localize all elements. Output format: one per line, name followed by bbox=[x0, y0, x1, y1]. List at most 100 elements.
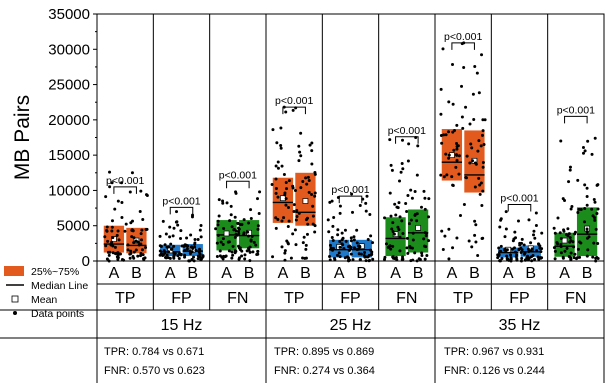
data-point bbox=[473, 65, 477, 69]
data-point bbox=[447, 100, 451, 104]
data-point bbox=[105, 257, 109, 261]
data-point bbox=[480, 133, 484, 137]
legend-mean-swatch bbox=[11, 295, 19, 303]
data-point bbox=[455, 153, 459, 157]
data-point bbox=[304, 247, 308, 251]
y-tick-label: 20000 bbox=[48, 112, 90, 129]
data-point bbox=[110, 225, 114, 229]
sub-label: B bbox=[131, 265, 142, 282]
data-point bbox=[366, 238, 370, 242]
data-point bbox=[240, 254, 244, 258]
data-point bbox=[221, 201, 225, 205]
data-point bbox=[291, 184, 295, 188]
data-point bbox=[423, 257, 427, 261]
data-point bbox=[461, 126, 465, 130]
data-point bbox=[216, 233, 220, 237]
data-point bbox=[585, 230, 589, 234]
data-point bbox=[370, 252, 374, 256]
stats-15hz: TPR: 0.784 vs 0.671 FNR: 0.570 vs 0.623 bbox=[104, 343, 269, 381]
data-point bbox=[471, 92, 475, 96]
data-point bbox=[556, 216, 560, 220]
significance-label: p<0.001 bbox=[219, 169, 257, 181]
data-point bbox=[352, 238, 356, 242]
legend: 25%~75% Median Line Mean Data points bbox=[4, 266, 88, 320]
data-point bbox=[306, 175, 310, 179]
data-point bbox=[592, 241, 596, 245]
data-point bbox=[532, 233, 536, 237]
data-point bbox=[331, 238, 335, 242]
data-point bbox=[400, 219, 404, 223]
data-point bbox=[116, 199, 120, 203]
data-point bbox=[191, 246, 195, 250]
data-point bbox=[179, 229, 183, 233]
data-point bbox=[460, 115, 464, 119]
data-point bbox=[440, 141, 444, 145]
data-point bbox=[293, 188, 297, 192]
data-point bbox=[439, 87, 443, 91]
data-point bbox=[311, 204, 315, 208]
data-point bbox=[526, 247, 530, 251]
data-point bbox=[565, 246, 569, 250]
stats-35hz: TPR: 0.967 vs 0.931 FNR: 0.126 vs 0.244 bbox=[444, 343, 605, 381]
data-point bbox=[534, 224, 538, 228]
significance-label: p<0.001 bbox=[388, 125, 426, 137]
data-point bbox=[141, 217, 145, 221]
data-point bbox=[311, 222, 315, 226]
data-point bbox=[110, 219, 114, 223]
data-point bbox=[477, 139, 481, 143]
data-point bbox=[423, 207, 427, 211]
data-point bbox=[330, 236, 334, 240]
data-point bbox=[229, 213, 233, 217]
category-label: FN bbox=[565, 290, 586, 307]
data-point bbox=[568, 240, 572, 244]
data-point bbox=[111, 244, 115, 248]
y-tick-label: 5000 bbox=[57, 218, 90, 235]
data-point bbox=[338, 240, 342, 244]
data-point bbox=[351, 258, 355, 262]
data-point bbox=[120, 201, 124, 205]
data-point bbox=[284, 181, 288, 185]
legend-point-swatch bbox=[13, 311, 17, 315]
data-point bbox=[193, 238, 197, 242]
sub-label: B bbox=[469, 265, 480, 282]
data-point bbox=[285, 187, 289, 191]
data-point bbox=[558, 231, 562, 235]
data-point bbox=[108, 170, 112, 174]
data-point bbox=[451, 102, 455, 106]
data-point bbox=[365, 194, 369, 198]
data-point bbox=[519, 251, 523, 255]
data-point bbox=[274, 216, 278, 220]
data-point bbox=[306, 222, 310, 226]
data-point bbox=[175, 210, 179, 214]
data-point bbox=[483, 118, 487, 122]
data-point bbox=[169, 242, 173, 246]
data-point bbox=[287, 219, 291, 223]
data-point bbox=[383, 216, 387, 220]
data-point bbox=[504, 227, 508, 231]
data-point bbox=[271, 128, 275, 132]
data-point bbox=[352, 235, 356, 239]
data-point bbox=[520, 248, 524, 252]
significance-bracket bbox=[451, 42, 475, 50]
data-point bbox=[111, 236, 115, 240]
legend-label: Mean bbox=[31, 294, 57, 306]
data-point bbox=[553, 231, 557, 235]
data-point bbox=[305, 216, 309, 220]
data-point bbox=[523, 258, 527, 262]
data-point bbox=[326, 218, 330, 222]
data-point bbox=[165, 245, 169, 249]
data-point bbox=[520, 237, 524, 241]
data-point bbox=[473, 161, 477, 165]
data-point bbox=[473, 219, 477, 223]
data-point bbox=[163, 255, 167, 259]
data-point bbox=[178, 252, 182, 256]
data-point bbox=[405, 210, 409, 214]
data-point bbox=[284, 110, 288, 114]
data-point bbox=[562, 229, 566, 233]
data-point bbox=[415, 173, 419, 177]
data-point bbox=[456, 144, 460, 148]
data-point bbox=[389, 214, 393, 218]
data-point bbox=[284, 203, 288, 207]
data-point bbox=[388, 138, 392, 142]
data-point bbox=[585, 203, 589, 207]
